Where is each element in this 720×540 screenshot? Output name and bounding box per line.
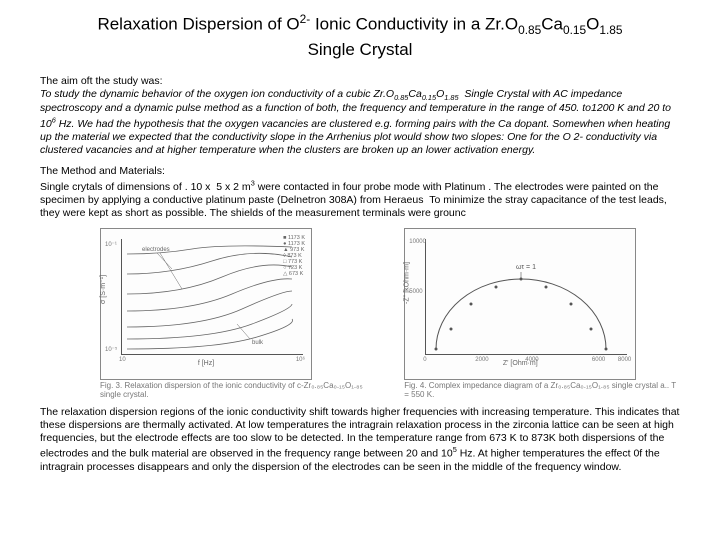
conclusion-paragraph: The relaxation dispersion regions of the… (40, 406, 680, 474)
figures-row: σ [S·m⁻¹] f [Hz] ■ 1173 K● 1173 K▲ 973 K… (100, 228, 680, 400)
fig3-ylabel: σ [S·m⁻¹] (99, 275, 107, 304)
svg-text:ωτ = 1: ωτ = 1 (516, 264, 536, 271)
fig4-caption: Fig. 4. Complex impedance diagram of a Z… (404, 382, 680, 400)
method-body: Single crytals of dimensions of . 10 x 5… (40, 181, 667, 219)
figure-4: -Z'' [kOhm·m] Z' [Ohm·m] ωτ = 1 10000 50… (404, 228, 680, 400)
fig3-caption: Fig. 3. Relaxation dispersion of the ion… (100, 382, 384, 400)
method-paragraph: The Method and Materials: Single crytals… (40, 165, 680, 220)
method-header: The Method and Materials: (40, 165, 165, 177)
fig3-xlabel: f [Hz] (198, 360, 214, 367)
aim-header: The aim oft the study was: (40, 75, 163, 87)
aim-paragraph: The aim oft the study was: To study the … (40, 75, 680, 157)
fig3-plot: electrodes bulk (121, 239, 303, 355)
svg-text:electrodes: electrodes (142, 247, 170, 253)
fig4-ylabel: -Z'' [kOhm·m] (404, 262, 411, 304)
fig4-plot: ωτ = 1 (425, 239, 627, 355)
page-title: Relaxation Dispersion of O2- Ionic Condu… (40, 12, 680, 61)
svg-text:bulk: bulk (252, 340, 264, 346)
figure-3: σ [S·m⁻¹] f [Hz] ■ 1173 K● 1173 K▲ 973 K… (100, 228, 384, 400)
aim-body: To study the dynamic behavior of the oxy… (40, 88, 671, 156)
